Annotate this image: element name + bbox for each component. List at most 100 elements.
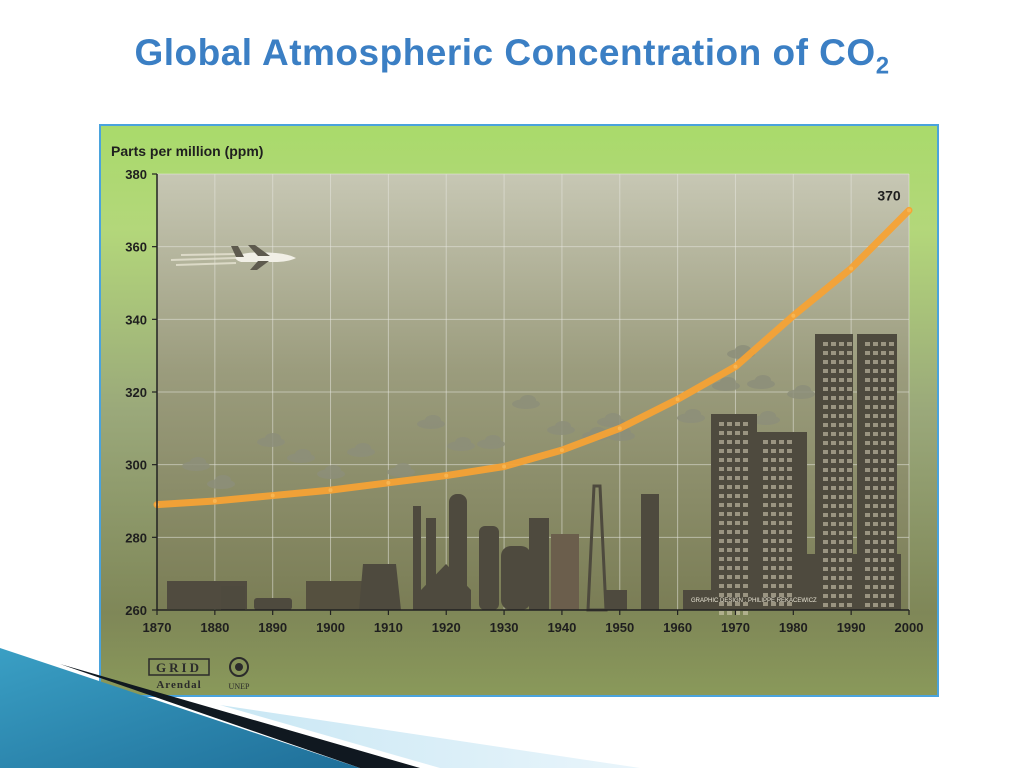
building-window — [865, 477, 870, 481]
building-window — [889, 522, 894, 526]
building-window — [727, 476, 732, 480]
building-window — [881, 558, 886, 562]
building-window — [831, 432, 836, 436]
building-window — [735, 521, 740, 525]
building-window — [735, 611, 740, 615]
building-window — [787, 530, 792, 534]
building-window — [719, 530, 724, 534]
x-tick-label: 1900 — [316, 620, 345, 635]
co2-data-point — [559, 448, 564, 453]
building-window — [847, 459, 852, 463]
building-window — [831, 576, 836, 580]
building-window — [719, 512, 724, 516]
building-window — [787, 566, 792, 570]
building-window — [771, 548, 776, 552]
building-window — [779, 521, 784, 525]
building-window — [839, 468, 844, 472]
building-window — [889, 477, 894, 481]
building-window — [823, 558, 828, 562]
building-window — [787, 548, 792, 552]
building-window — [847, 603, 852, 607]
building-window — [823, 531, 828, 535]
building-window — [735, 431, 740, 435]
building-window — [763, 458, 768, 462]
building-window — [779, 575, 784, 579]
building-window — [847, 378, 852, 382]
building-window — [839, 504, 844, 508]
building-window — [865, 504, 870, 508]
building-window — [865, 603, 870, 607]
building-window — [847, 558, 852, 562]
building-window — [881, 459, 886, 463]
building-window — [831, 504, 836, 508]
building-window — [889, 387, 894, 391]
building-window — [881, 522, 886, 526]
building-window — [889, 432, 894, 436]
building-window — [847, 396, 852, 400]
building-window — [763, 494, 768, 498]
building-window — [763, 485, 768, 489]
building-window — [889, 540, 894, 544]
building-window — [823, 441, 828, 445]
building-window — [873, 441, 878, 445]
building-window — [839, 405, 844, 409]
cloud-shape — [325, 465, 341, 475]
building-window — [719, 575, 724, 579]
building-window — [847, 351, 852, 355]
building-window — [787, 467, 792, 471]
building-window — [881, 549, 886, 553]
building-window — [727, 503, 732, 507]
building-window — [881, 450, 886, 454]
building-window — [881, 396, 886, 400]
building-window — [787, 602, 792, 606]
building-window — [735, 476, 740, 480]
building-window — [839, 351, 844, 355]
building-window — [823, 351, 828, 355]
building-window — [839, 342, 844, 346]
building-window — [873, 342, 878, 346]
building-window — [889, 459, 894, 463]
x-tick-label: 2000 — [895, 620, 924, 635]
building-window — [889, 576, 894, 580]
cloud-shape — [265, 433, 281, 443]
building-window — [719, 521, 724, 525]
building-window — [881, 576, 886, 580]
building-window — [743, 557, 748, 561]
building-window — [763, 521, 768, 525]
building-window — [881, 405, 886, 409]
building-window — [727, 485, 732, 489]
building-window — [865, 414, 870, 418]
building-window — [823, 450, 828, 454]
building-window — [823, 423, 828, 427]
building-window — [847, 576, 852, 580]
building-window — [865, 405, 870, 409]
building-window — [735, 548, 740, 552]
building-window — [719, 431, 724, 435]
building-window — [831, 387, 836, 391]
slide-title-subscript: 2 — [875, 52, 890, 80]
end-value-label: 370 — [877, 187, 901, 203]
building-window — [779, 539, 784, 543]
building-window — [847, 405, 852, 409]
building-window — [889, 603, 894, 607]
co2-series-line — [153, 206, 913, 509]
building-window — [847, 387, 852, 391]
co2-data-point — [328, 488, 333, 493]
building-window — [719, 566, 724, 570]
x-tick-label: 1920 — [432, 620, 461, 635]
building-window — [831, 549, 836, 553]
y-axis-label: Parts per million (ppm) — [111, 143, 263, 159]
building-window — [831, 369, 836, 373]
building-window — [889, 567, 894, 571]
building-window — [847, 540, 852, 544]
building-window — [771, 485, 776, 489]
building-window — [735, 422, 740, 426]
x-tick-label: 1960 — [663, 620, 692, 635]
building-window — [889, 360, 894, 364]
building-window — [779, 494, 784, 498]
building-window — [719, 557, 724, 561]
building-window — [743, 467, 748, 471]
building-window — [839, 360, 844, 364]
building-window — [847, 414, 852, 418]
building-window — [889, 423, 894, 427]
